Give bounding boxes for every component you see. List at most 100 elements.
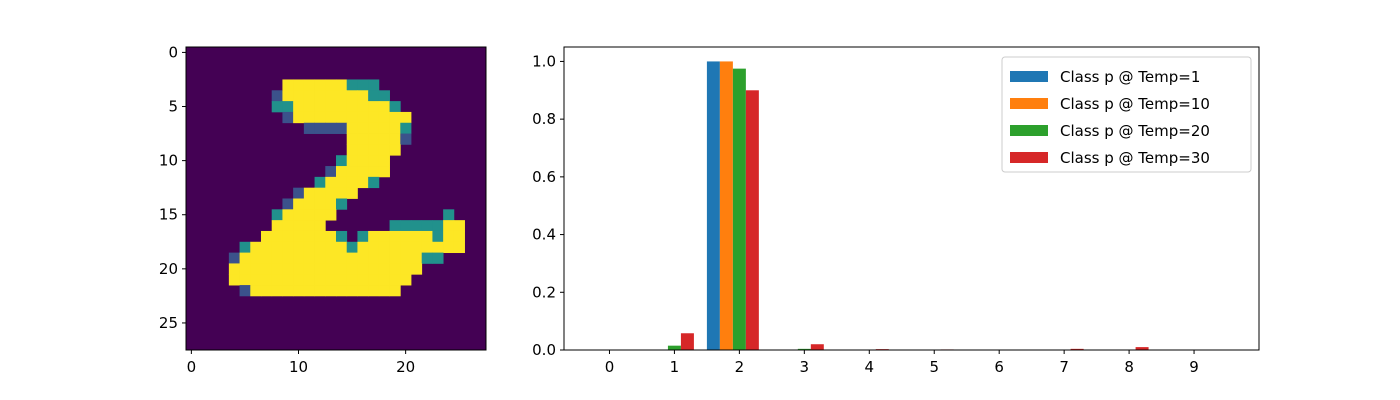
pixel — [421, 230, 433, 243]
pixel — [336, 166, 348, 178]
pixel — [346, 111, 358, 124]
pixel — [443, 230, 455, 243]
pixel — [400, 111, 412, 124]
y-tick-label: 0.6 — [532, 168, 556, 186]
pixel — [314, 176, 326, 189]
pixel — [389, 252, 401, 264]
pixel — [400, 122, 412, 134]
pixel — [357, 285, 369, 297]
bar — [719, 61, 733, 351]
pixel — [378, 155, 390, 167]
pixel — [421, 241, 433, 254]
pixel — [378, 101, 390, 113]
pixel — [336, 176, 348, 189]
pixel — [357, 176, 369, 189]
pixel — [378, 285, 390, 297]
bar — [1135, 347, 1149, 350]
pixel — [443, 220, 455, 232]
probability-bar-chart: 0 1 2 3 4 5 6 7 8 9 0.0 0.2 0.4 0.6 0.8 1.0 Class p @ … — [532, 46, 1260, 376]
pixel — [368, 263, 380, 275]
pixel — [282, 274, 294, 286]
legend-swatch — [1010, 152, 1048, 163]
pixel — [271, 230, 283, 243]
x-tick-label: 20 — [396, 358, 415, 376]
pixel — [368, 230, 380, 243]
pixel — [368, 176, 380, 189]
pixel — [357, 252, 369, 264]
pixel — [443, 241, 455, 254]
pixel — [261, 263, 273, 275]
pixel — [325, 274, 337, 286]
x-tick-label: 8 — [1124, 358, 1134, 376]
pixel — [357, 144, 369, 156]
pixel — [346, 252, 358, 264]
pixel — [368, 101, 380, 113]
pixel — [389, 144, 401, 156]
pixel — [271, 241, 283, 254]
pixel — [250, 285, 262, 297]
pixel — [314, 79, 326, 91]
pixel — [368, 274, 380, 286]
pixel — [357, 133, 369, 145]
pixel — [303, 220, 315, 232]
pixel — [357, 101, 369, 113]
pixel — [293, 198, 305, 210]
y-tick-label: 0.2 — [532, 283, 556, 301]
pixel — [282, 79, 294, 91]
pixel — [368, 285, 380, 297]
pixel — [293, 220, 305, 232]
pixel — [453, 230, 465, 243]
pixel — [303, 187, 315, 199]
pixel — [336, 274, 348, 286]
pixel — [421, 220, 433, 232]
pixel — [250, 252, 262, 264]
pixel — [336, 187, 348, 199]
pixel — [314, 274, 326, 286]
digit-image-panel: 0 10 20 0 5 10 15 20 25 — [159, 43, 487, 376]
pixel — [261, 252, 273, 264]
pixel — [357, 230, 369, 243]
pixel — [303, 209, 315, 221]
pixel — [368, 155, 380, 167]
pixel — [228, 274, 240, 286]
pixel — [293, 209, 305, 221]
pixel — [293, 252, 305, 264]
pixel — [336, 122, 348, 134]
digit-image-pixels — [186, 47, 486, 350]
pixel — [389, 285, 401, 297]
pixel — [239, 274, 251, 286]
pixel — [314, 252, 326, 264]
pixel — [357, 166, 369, 178]
pixel — [303, 101, 315, 113]
pixel — [293, 285, 305, 297]
pixel — [346, 144, 358, 156]
bar — [797, 348, 811, 350]
pixel — [303, 90, 315, 102]
pixel — [389, 241, 401, 254]
pixel — [314, 241, 326, 254]
y-tick-label: 20 — [159, 260, 178, 278]
pixel — [282, 230, 294, 243]
pixel — [357, 122, 369, 134]
bar — [1070, 348, 1084, 350]
pixel — [411, 230, 423, 243]
legend-swatch — [1010, 98, 1048, 109]
pixel — [357, 90, 369, 102]
digit-image-frame — [185, 46, 487, 351]
pixel — [293, 90, 305, 102]
pixel — [303, 241, 315, 254]
pixel — [421, 252, 433, 264]
pixel — [228, 263, 240, 275]
pixel — [261, 274, 273, 286]
pixel — [389, 274, 401, 286]
digit-image-x-ticks: 0 10 20 — [187, 350, 415, 376]
pixel — [357, 79, 369, 91]
x-tick-label: 5 — [929, 358, 939, 376]
pixel — [400, 230, 412, 243]
pixel — [346, 241, 358, 254]
pixel — [314, 90, 326, 102]
pixel — [400, 252, 412, 264]
pixel — [314, 187, 326, 199]
pixel — [432, 241, 444, 254]
